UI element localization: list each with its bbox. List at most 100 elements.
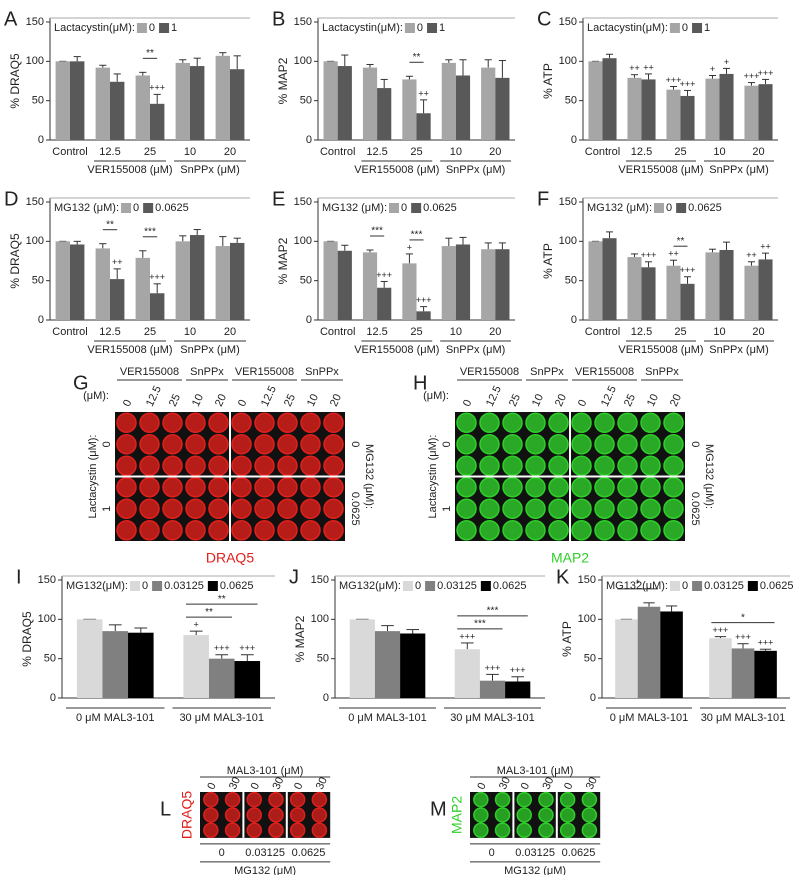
column-group-label: SnPPx [530,366,564,378]
well [617,455,638,476]
well [456,434,477,455]
bar [234,661,261,698]
well [581,822,598,838]
bar [588,241,603,320]
bar [110,279,125,320]
bottom-label: 0 [219,847,225,859]
well [116,477,137,498]
legend-swatch [654,203,665,213]
significance-mark: +++ [641,250,657,260]
row-label: 0 [689,441,701,447]
legend-swatch [402,581,413,591]
legend-swatch [129,581,140,591]
well [246,791,262,808]
well [224,822,241,838]
well [203,807,219,823]
well [663,434,684,455]
well [640,434,661,455]
group-label: SnPPx (μM) [446,164,506,176]
well [277,498,298,519]
bar [337,66,352,140]
well [516,791,532,808]
well [254,520,275,541]
y-tick-label: 100 [26,55,44,67]
column-label: 0 [236,398,249,409]
y-tick-label: 50 [317,653,329,665]
bar [455,75,471,140]
bracket-label: ** [146,48,154,59]
plate [470,792,601,838]
bar [377,88,392,140]
significance-mark: + [194,620,199,630]
well [548,498,569,519]
well [594,455,615,476]
well [300,455,321,476]
well [479,434,500,455]
well [502,455,523,476]
bar [55,61,70,141]
column-label: 10 [530,392,546,408]
legend-label: 1 [704,22,710,34]
bar [175,62,190,141]
bar [215,55,230,140]
well [516,822,532,838]
well [208,455,229,476]
y-tick-label: 50 [565,275,577,287]
significance-mark: +++ [485,663,501,673]
bar [666,265,681,320]
bar [135,75,150,140]
group-label: VER155008 (μM) [354,164,439,176]
well [254,455,275,476]
legend-swatch [427,23,438,33]
well [203,791,219,808]
panel-letter: J [289,566,299,588]
x-tick-label: 12.5 [631,146,652,158]
bar [441,62,456,141]
panel-letter: D [4,188,18,210]
panel-letter: E [272,188,285,210]
legend-swatch [669,23,680,33]
well [116,434,137,455]
row-title: MG132 (μM): [703,444,715,509]
bar [479,680,506,698]
well [231,498,252,519]
well [323,477,344,498]
column-label: 25 [282,392,298,408]
legend-label: 0.03125 [437,580,477,592]
bar [627,257,642,320]
y-tick-label: 150 [559,196,577,208]
legend-label: 0 [417,22,423,34]
legend-label: 0 [666,202,672,214]
legend-label: 0.0625 [423,202,457,214]
bracket-label: ** [218,594,226,605]
column-group-label: VER155008 [575,366,634,378]
y-tick-label: 50 [32,95,44,107]
unit-label: (μM): [423,390,449,402]
column-label: 30 [584,775,600,791]
significance-mark: ++ [643,62,654,72]
well [323,520,344,541]
x-tick-label: 12.5 [366,326,387,338]
y-axis-label: % DRAQ5 [8,233,22,289]
bracket-label: *** [474,619,486,630]
bar [416,113,431,140]
well [581,791,598,808]
well [617,477,638,498]
significance-mark: + [407,242,412,252]
x-tick-label: 20 [752,326,764,338]
bottom-label: 0 [489,847,495,859]
well [162,477,183,498]
well [116,520,137,541]
bracket-label: ** [106,219,114,230]
well [246,807,262,823]
panel-letter: H [413,372,427,394]
y-axis-label: % MAP2 [276,57,290,104]
bar [102,631,129,698]
well [538,807,554,823]
well [208,477,229,498]
y-tick-label: 50 [565,95,577,107]
bar [190,235,205,320]
well [594,498,615,519]
y-tick-label: 0 [38,314,44,326]
well [162,434,183,455]
